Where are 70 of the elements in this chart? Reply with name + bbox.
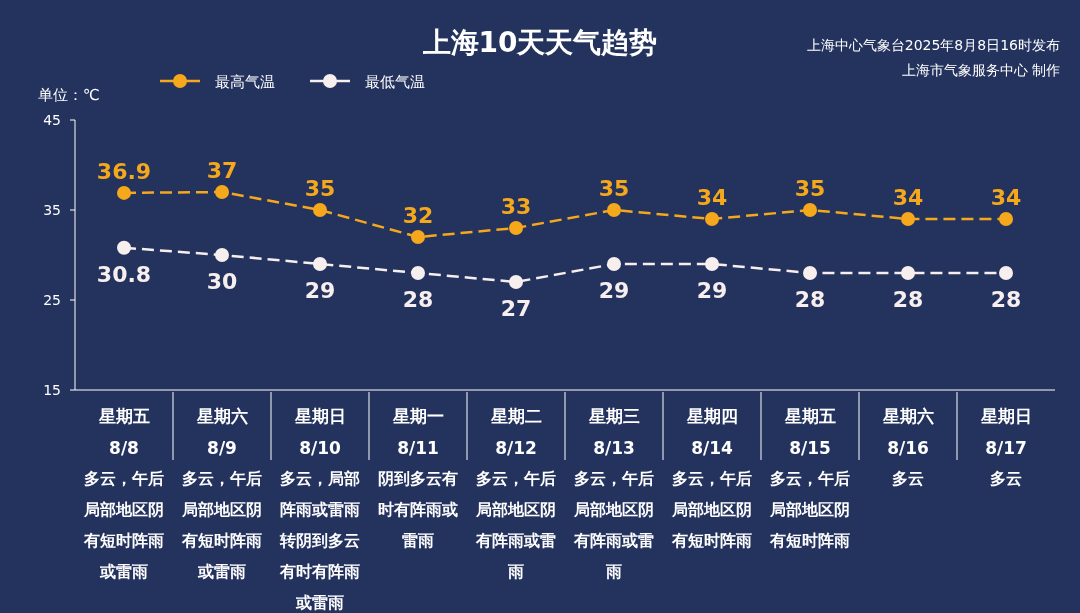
text: 多云，午后局部地区阴有短时阵雨: [769, 469, 850, 550]
data-label: 34: [990, 185, 1022, 210]
data-label: 29: [304, 278, 336, 303]
text: 阴到多云有时有阵雨或雷雨: [378, 469, 458, 550]
point: [117, 240, 131, 255]
point: [803, 203, 817, 217]
point: [705, 212, 719, 226]
point: [901, 212, 915, 226]
text: 多云，午后局部地区阴有短时阵雨或雷雨: [181, 469, 262, 581]
x-tick-label: 星期六 8/16: [881, 406, 934, 458]
x-tick-label: 星期三 8/13: [587, 406, 640, 458]
y-axis-title: 单位：℃: [38, 86, 100, 104]
y-tick-label: 25: [43, 292, 61, 308]
point: [999, 212, 1013, 226]
x-tick-label: 星期日 8/17: [979, 406, 1032, 458]
data-label: 35: [304, 176, 336, 201]
data-label: 27: [500, 296, 532, 321]
data-label: 32: [402, 203, 434, 228]
text: 上海市气象服务中心 制作: [901, 62, 1060, 78]
data-label: 35: [794, 176, 826, 201]
y-tick-label: 15: [43, 382, 61, 398]
data-label: 36.9: [96, 158, 152, 184]
x-tick-label: 星期二 8/12: [489, 406, 542, 458]
text: 多云: [990, 469, 1022, 488]
point: [313, 203, 327, 217]
x-tick-label: 星期五 8/8: [97, 406, 150, 458]
point: [705, 257, 719, 271]
point: [607, 257, 621, 271]
x-tick-label: 星期四 8/14: [685, 406, 738, 458]
data-label: 30: [206, 269, 238, 294]
x-tick-label: 星期日 8/10: [293, 406, 346, 458]
text: 多云，局部阵雨或雷雨转阴到多云有时有阵雨或雷雨: [279, 469, 360, 612]
data-label: 28: [892, 287, 924, 312]
data-label: 29: [598, 278, 630, 303]
point: [607, 203, 621, 217]
y-tick-label: 35: [43, 202, 61, 218]
text: 多云，午后局部地区阴有短时阵雨: [671, 469, 752, 550]
text: 多云，午后局部地区阴有短时阵雨或雷雨: [83, 469, 164, 581]
x-tick-label: 星期五 8/15: [783, 406, 836, 458]
data-label: 29: [696, 278, 728, 303]
data-label: 28: [794, 287, 826, 312]
point: [411, 266, 425, 280]
point: [411, 230, 425, 244]
point: [215, 248, 229, 262]
point: [313, 257, 327, 271]
data-label: 37: [206, 158, 238, 183]
point: [999, 266, 1013, 280]
x-tick-label: 星期一 8/11: [391, 406, 444, 458]
text: 上海中心气象台2025年8月8日16时发布: [806, 37, 1060, 53]
point: [117, 185, 131, 200]
data-label: 34: [696, 185, 728, 210]
data-label: 30.8: [96, 261, 152, 287]
text: 多云，午后局部地区阴有阵雨或雷雨: [573, 469, 654, 581]
x-tick-label: 星期六 8/9: [195, 406, 248, 458]
data-label: 28: [402, 287, 434, 312]
legend-label: 最低气温: [365, 73, 425, 91]
data-label: 33: [500, 194, 532, 219]
text: 多云，午后局部地区阴有阵雨或雷雨: [475, 469, 556, 581]
y-tick-label: 45: [43, 112, 61, 128]
point: [509, 221, 523, 235]
point: [215, 185, 229, 199]
data-label: 28: [990, 287, 1022, 312]
point: [509, 275, 523, 289]
text: 多云: [892, 469, 924, 488]
chart-title: 上海10天天气趋势: [421, 26, 658, 59]
point: [803, 266, 817, 280]
legend-label: 最高气温: [215, 73, 275, 91]
data-label: 34: [892, 185, 924, 210]
point: [901, 266, 915, 280]
data-label: 35: [598, 176, 630, 201]
